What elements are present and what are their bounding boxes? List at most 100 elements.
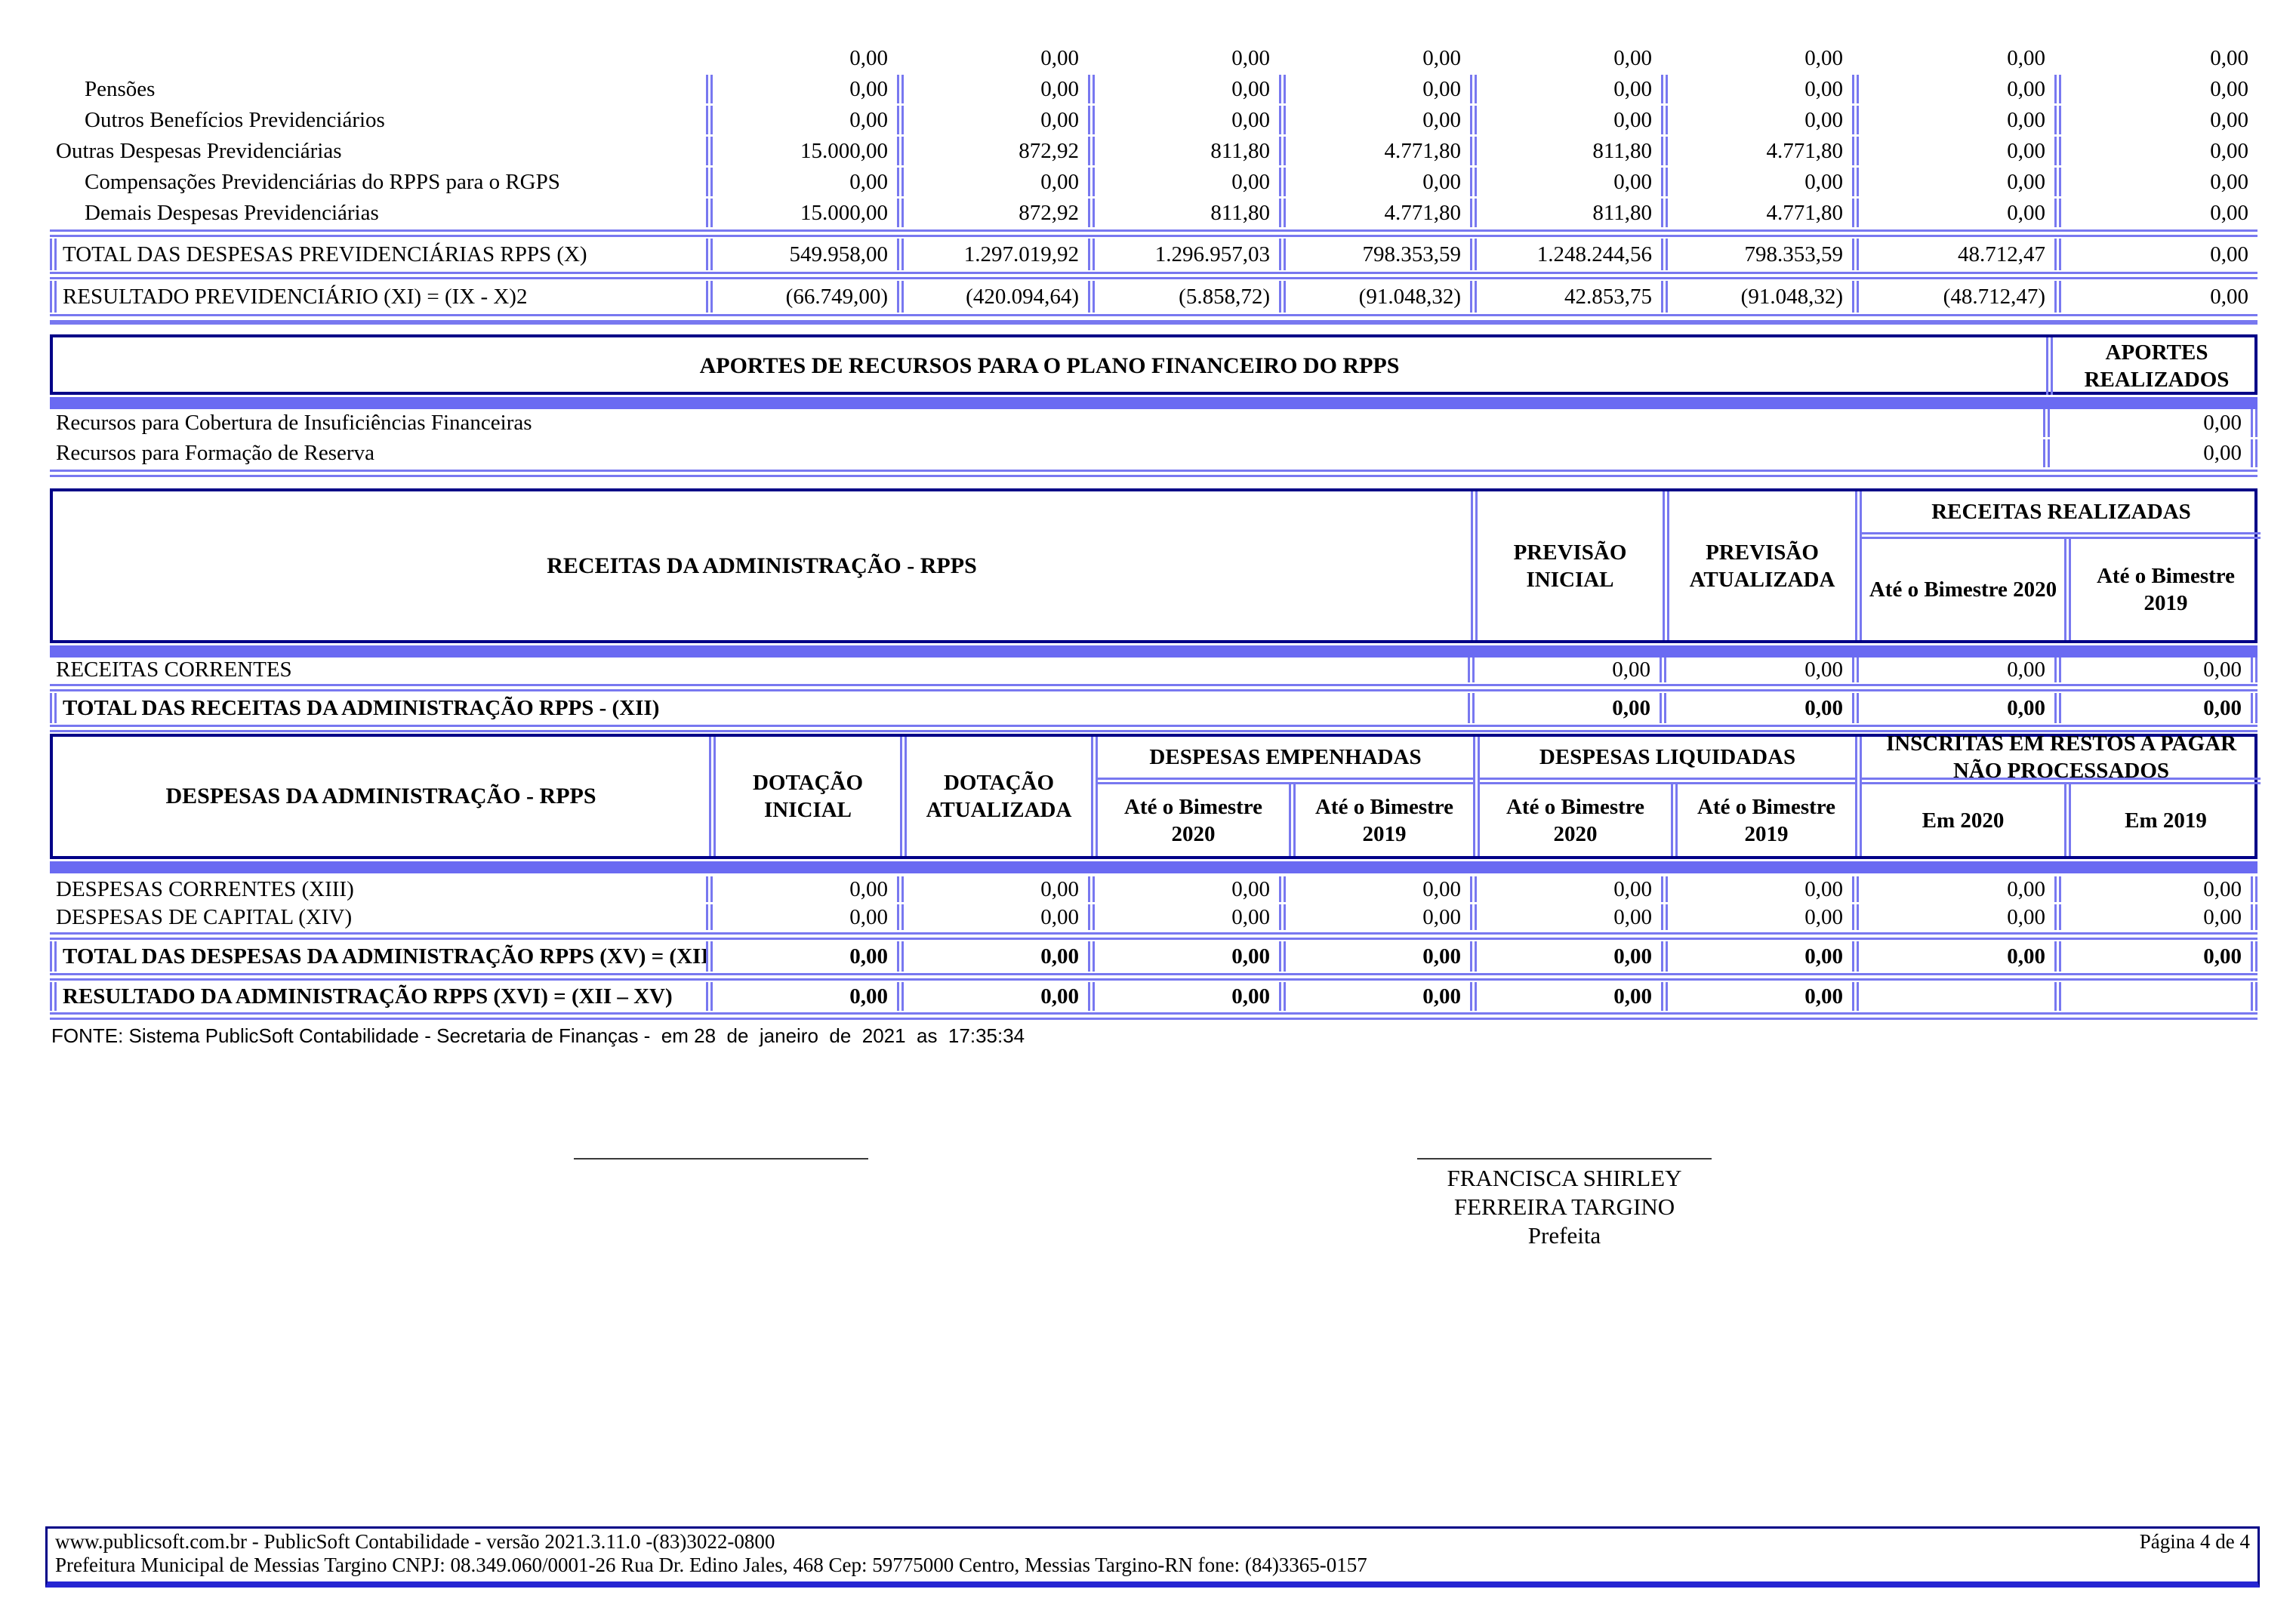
value-cell: 0,00 [1660,658,1852,682]
signer-role: Prefeita [1527,1222,1601,1249]
signature-block: FRANCISCA SHIRLEY FERREIRA TARGINO Prefe… [1351,1164,1777,1250]
value-cell: 0,00 [1470,982,1661,1011]
aportes-title: APORTES DE RECURSOS PARA O PLANO FINANCE… [699,353,1400,378]
value-cell: 0,00 [706,982,897,1011]
value-cell: 0,00 [2054,168,2257,196]
value-cell: 0,00 [706,106,897,134]
divider [50,973,2257,981]
value-cell: 811,80 [1470,137,1661,165]
value-cell: 798.353,59 [1661,239,1852,270]
row-label: RESULTADO DA ADMINISTRAÇÃO RPPS (XVI) = … [50,982,706,1011]
value-cell: 0,00 [1470,75,1661,103]
page-number: Página 4 de 4 [2139,1530,2250,1553]
table-bottom-rule [50,1012,2257,1020]
divider [50,272,2257,279]
table-row: 0,00 0,00 0,00 0,00 0,00 0,00 0,00 0,00 [50,44,2257,72]
value-cell: 0,00 [849,45,888,70]
value-cell: 42.853,75 [1470,281,1661,313]
value-cell: 0,00 [2054,281,2257,313]
value-cell: 0,00 [706,904,897,930]
value-cell: 0,00 [2054,693,2257,723]
signer-name-line2: FERREIRA TARGINO [1453,1193,1675,1220]
previdencia-expenses-table: 0,00 0,00 0,00 0,00 0,00 0,00 0,00 0,00 … [50,44,2257,326]
row-label: TOTAL DAS DESPESAS PREVIDENCIÁRIAS RPPS … [50,239,706,270]
table-row: Demais Despesas Previdenciárias 15.000,0… [50,199,2257,227]
value-cell: (420.094,64) [897,281,1088,313]
value-cell: 0,00 [1088,106,1279,134]
value-cell: 0,00 [1088,876,1279,902]
total-row: TOTAL DAS RECEITAS DA ADMINISTRAÇÃO RPPS… [50,693,2257,723]
row-label: Pensões [85,76,156,101]
row-label: Outros Benefícios Previdenciários [85,107,385,132]
group-header-restos-a-pagar: INSCRITAS EM RESTOS A PAGAR NÃO PROCESSA… [1885,731,2237,783]
value-cell: 0,00 [1468,658,1660,682]
value-cell: 811,80 [1470,199,1661,227]
value-cell: 0,00 [2054,106,2257,134]
group-header-despesas-liquidadas: DESPESAS LIQUIDADAS [1539,745,1796,769]
value-cell: 0,00 [1661,75,1852,103]
group-receitas-realizadas: RECEITAS REALIZADAS Até o Bimestre 2020 … [1855,491,2261,640]
value-cell: 0,00 [1852,693,2054,723]
col-header-previsao-atualizada: PREVISÃO ATUALIZADA [1663,491,1855,640]
value-cell: 0,00 [1279,982,1470,1011]
subheaders: Em 2020 Em 2019 [1862,784,2261,856]
value-cell: 0,00 [2054,904,2257,930]
table-row: Pensões 0,00 0,00 0,00 0,00 0,00 0,00 0,… [50,75,2257,103]
empty-value-cell [2054,982,2257,1011]
value-cell: 0,00 [2054,137,2257,165]
value-cell: 0,00 [1661,982,1852,1011]
value-cell: 872,92 [897,199,1088,227]
value-cell: 1.296.957,03 [1088,239,1279,270]
value-cell: 0,00 [2054,941,2257,972]
value-cell: 0,00 [1852,75,2054,103]
row-label: TOTAL DAS RECEITAS DA ADMINISTRAÇÃO RPPS… [50,693,1468,723]
group-despesas-liquidadas: DESPESAS LIQUIDADAS Até o Bimestre 2020 … [1473,737,1855,856]
value-cell: 0,00 [1231,45,1270,70]
page-footer: www.publicsoft.com.br - PublicSoft Conta… [45,1526,2260,1588]
value-cell: 811,80 [1088,137,1279,165]
value-cell: 0,00 [1088,75,1279,103]
value-cell: 0,00 [2043,439,2257,467]
value-cell: (66.749,00) [706,281,897,313]
value-cell: 798.353,59 [1279,239,1470,270]
value-cell: 0,00 [2054,239,2257,270]
value-cell: 0,00 [1422,45,1461,70]
value-cell: 0,00 [1852,941,2054,972]
table-row: Recursos para Formação de Reserva 0,00 [50,439,2257,467]
table-bottom-rule [50,314,2257,325]
despesas-header: DESPESAS DA ADMINISTRAÇÃO - RPPS DOTAÇÃO… [50,731,2261,859]
value-cell: 0,00 [1279,168,1470,196]
row-label: Recursos para Cobertura de Insuficiência… [56,411,532,435]
table-row: DESPESAS CORRENTES (XIII) 0,00 0,00 0,00… [50,876,2257,902]
value-cell: 0,00 [897,75,1088,103]
aportes-header: APORTES DE RECURSOS PARA O PLANO FINANCE… [50,334,2257,395]
value-cell: 872,92 [897,137,1088,165]
value-cell: 15.000,00 [706,137,897,165]
header-band [50,645,2257,658]
value-cell: 0,00 [1613,45,1652,70]
value-cell: 0,00 [706,75,897,103]
group-despesas-empenhadas: DESPESAS EMPENHADAS Até o Bimestre 2020 … [1091,737,1473,856]
value-cell: 0,00 [1279,106,1470,134]
despesas-title: DESPESAS DA ADMINISTRAÇÃO - RPPS [165,784,596,808]
value-cell: 0,00 [1088,168,1279,196]
value-cell: 0,00 [1279,876,1470,902]
footer-entity-info: Prefeitura Municipal de Messias Targino … [55,1554,1367,1576]
col-header-ate-bimestre-2019: Até o Bimestre 2019 [2064,539,2261,640]
subheaders: Até o Bimestre 2020 Até o Bimestre 2019 [1862,539,2261,640]
value-cell: 0,00 [897,168,1088,196]
row-label: RESULTADO PREVIDENCIÁRIO (XI) = (IX - X)… [50,281,706,313]
group-header-receitas-realizadas: RECEITAS REALIZADAS [1931,500,2191,524]
group-restos-a-pagar: INSCRITAS EM RESTOS A PAGAR NÃO PROCESSA… [1855,731,2261,856]
value-cell: 0,00 [1468,693,1660,723]
value-cell: 0,00 [706,168,897,196]
value-cell: 0,00 [1279,941,1470,972]
value-cell: 0,00 [1852,904,2054,930]
aportes-table: APORTES DE RECURSOS PARA O PLANO FINANCE… [50,334,2257,479]
total-row: TOTAL DAS DESPESAS DA ADMINISTRAÇÃO RPPS… [50,941,2257,972]
result-row: RESULTADO PREVIDENCIÁRIO (XI) = (IX - X)… [50,281,2257,313]
value-cell: 0,00 [1279,904,1470,930]
signer-name-line1: FRANCISCA SHIRLEY [1447,1165,1682,1191]
col-header-em-2019: Em 2019 [2064,784,2261,856]
